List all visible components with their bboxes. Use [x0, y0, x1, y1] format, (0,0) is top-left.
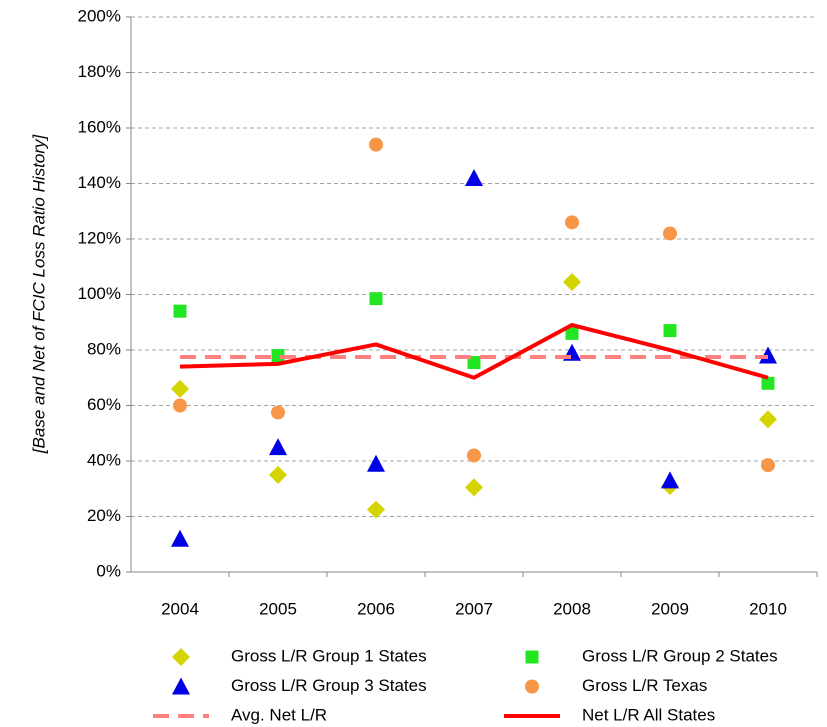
data-point — [663, 324, 677, 338]
legend-item: Avg. Net L/R — [153, 705, 327, 724]
series-line — [179, 322, 769, 380]
data-point — [269, 438, 287, 456]
data-point — [563, 273, 581, 292]
data-point — [171, 379, 189, 398]
y-tick-label: 100% — [78, 284, 121, 303]
legend-label: Net L/R All States — [582, 705, 715, 724]
x-tick-label: 2007 — [455, 599, 493, 618]
data-point — [367, 500, 385, 519]
y-tick-label: 140% — [78, 173, 121, 192]
y-tick-label: 0% — [96, 561, 121, 580]
x-tick-label: 2010 — [749, 599, 787, 618]
data-point — [173, 304, 187, 318]
data-point — [271, 405, 285, 420]
data-point — [565, 215, 579, 230]
data-point — [759, 410, 777, 429]
legend-label: Gross L/R Group 3 States — [231, 676, 427, 695]
y-tick-label: 160% — [78, 117, 121, 136]
data-point — [369, 137, 383, 152]
legend-item: Gross L/R Group 3 States — [172, 676, 427, 695]
data-point — [565, 326, 579, 340]
legend-marker — [525, 650, 539, 664]
y-tick-label: 180% — [78, 62, 121, 81]
y-axis-label: [Base and Net of FCIC Loss Ratio History… — [29, 134, 48, 455]
x-tick-label: 2008 — [553, 599, 591, 618]
data-point — [369, 292, 383, 306]
data-point — [367, 454, 385, 472]
y-tick-label: 40% — [87, 450, 121, 469]
y-tick-label: 80% — [87, 339, 121, 358]
legend-label: Gross L/R Group 2 States — [582, 646, 778, 665]
data-point — [269, 465, 287, 484]
data-point — [663, 226, 677, 241]
y-tick-label: 20% — [87, 506, 121, 525]
x-tick-label: 2004 — [161, 599, 199, 618]
data-point — [173, 398, 187, 413]
data-point — [761, 458, 775, 473]
x-tick-label: 2005 — [259, 599, 297, 618]
data-point — [467, 448, 481, 463]
data-point — [467, 355, 481, 369]
y-tick-label: 200% — [78, 6, 121, 25]
x-tick-label: 2009 — [651, 599, 689, 618]
legend-marker — [525, 679, 539, 694]
legend-marker — [172, 648, 190, 666]
data-point — [171, 529, 189, 547]
y-tick-label: 60% — [87, 395, 121, 414]
legend-label: Gross L/R Texas — [582, 676, 707, 695]
legend-item: Gross L/R Texas — [525, 676, 707, 695]
data-point — [661, 471, 679, 489]
legend-item: Gross L/R Group 2 States — [525, 646, 778, 665]
legend-item: Gross L/R Group 1 States — [172, 646, 427, 666]
x-tick-label: 2006 — [357, 599, 395, 618]
data-point — [761, 376, 775, 390]
y-tick-label: 120% — [78, 228, 121, 247]
legend-label: Gross L/R Group 1 States — [231, 646, 427, 665]
legend-item: Net L/R All States — [504, 705, 715, 724]
data-point — [465, 168, 483, 186]
data-point — [465, 478, 483, 497]
legend-marker — [172, 677, 190, 695]
legend-label: Avg. Net L/R — [231, 705, 327, 724]
